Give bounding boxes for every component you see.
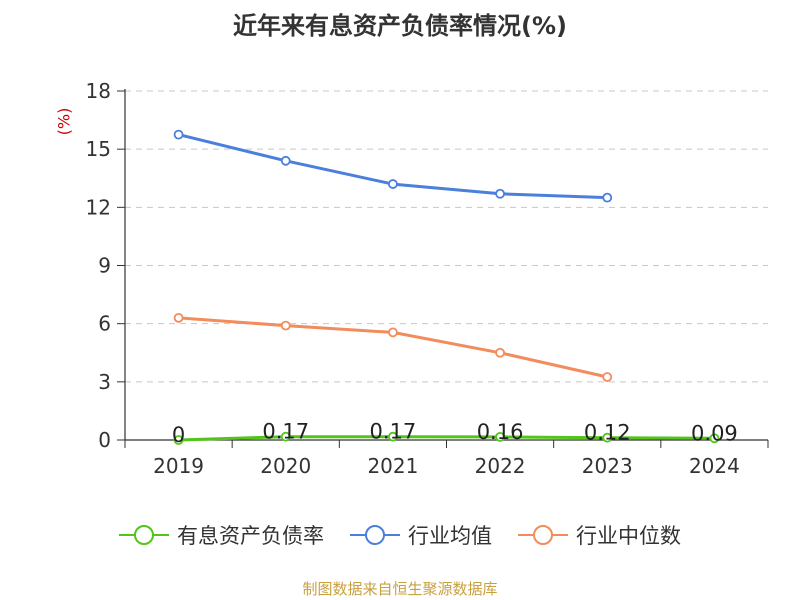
x-tick-label: 2024 [689, 454, 740, 478]
y-tick-label: 6 [98, 312, 111, 336]
data-label: 0.17 [370, 420, 417, 444]
legend-label-industry-median: 行业中位数 [576, 524, 681, 548]
data-point-0 [388, 431, 398, 442]
y-tick-label: 9 [98, 254, 111, 278]
y-tick-label: 12 [86, 195, 111, 219]
data-label: 0.17 [262, 420, 309, 444]
data-label: 0.16 [477, 420, 524, 444]
y-tick-label: 3 [98, 370, 111, 394]
data-point-2 [280, 320, 291, 331]
data-source-note: 制图数据来自恒生聚源数据库 [302, 580, 498, 598]
x-tick-label: 2022 [475, 454, 526, 478]
data-point-1 [173, 129, 184, 140]
legend-marker-industry-median-icon [518, 525, 568, 545]
legend-marker-debt-ratio-icon [119, 525, 169, 545]
data-point-0 [709, 433, 720, 444]
x-tick-label: 2020 [260, 454, 311, 478]
data-label: 0.09 [691, 421, 738, 445]
data-point-1 [495, 188, 505, 199]
legend-label-debt-ratio: 有息资产负债率 [177, 524, 324, 548]
data-point-0 [280, 431, 291, 442]
legend-label-industry-mean: 行业均值 [408, 524, 492, 548]
legend-item-industry-median[interactable]: 行业中位数 [518, 520, 681, 550]
data-point-2 [495, 347, 505, 358]
data-point-1 [280, 155, 291, 166]
line-chart: 0 3 6 9 12 15 18 2019 2020 2021 2022 2023 2024 0 0.17 0… [86, 79, 769, 478]
legend: 有息资产负债率 行业均值 行业中位数 [0, 520, 800, 550]
data-point-2 [602, 372, 613, 382]
legend-item-debt-ratio[interactable]: 有息资产负债率 [119, 520, 324, 550]
data-point-1 [602, 192, 613, 203]
legend-item-industry-mean[interactable]: 行业均值 [350, 520, 492, 550]
data-point-2 [173, 312, 184, 323]
legend-marker-industry-mean-icon [350, 525, 400, 545]
data-label: 0.12 [584, 421, 631, 445]
data-point-1 [388, 179, 398, 189]
x-tick-label: 2021 [367, 454, 418, 478]
data-point-2 [388, 327, 398, 338]
data-point-0 [602, 432, 613, 443]
series-line-0 [178, 435, 715, 442]
y-tick-label: 18 [86, 79, 111, 103]
x-tick-label: 2023 [582, 454, 633, 478]
data-point-0 [495, 431, 505, 442]
data-point-0 [173, 435, 184, 445]
chart-title: 近年来有息资产负债率情况(%) [233, 12, 567, 40]
x-tick-label: 2019 [153, 454, 204, 478]
y-tick-label: 0 [98, 428, 111, 452]
y-tick-label: 15 [86, 137, 111, 161]
data-label: 0 [172, 423, 185, 447]
series-line-2 [178, 316, 608, 379]
